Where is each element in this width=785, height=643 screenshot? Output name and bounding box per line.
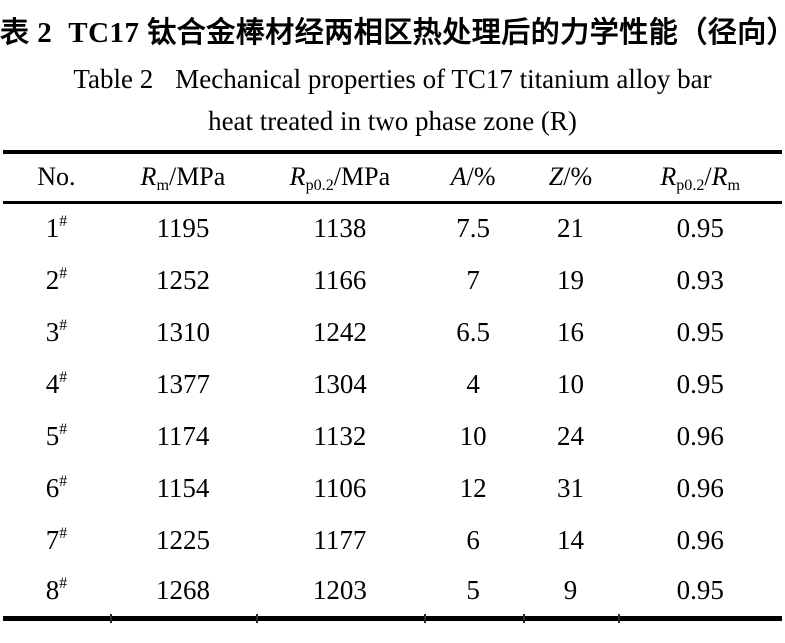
cell-rp02: 1166: [313, 264, 367, 295]
table-header-row: No. Rm/MPa Rp0.2/MPa A/% Z/% Rp0.2/Rm: [3, 152, 782, 204]
cell-z: 9: [563, 575, 578, 606]
cell-ratio: 0.95: [676, 316, 724, 347]
cell-rp02: 1242: [312, 316, 367, 347]
cell-a: 7: [466, 264, 480, 295]
cell-z: 21: [556, 213, 584, 244]
cell-no: 3#: [45, 316, 68, 347]
caption-chinese: 表 2 TC17 钛合金棒材经两相区热处理后的力学性能（径向）: [0, 0, 785, 51]
column-divider-tick: [109, 613, 112, 623]
table-row: 6# 1154 1106 12 31 0.96: [3, 462, 782, 514]
cell-rm: 1252: [155, 264, 210, 295]
cell-ratio: 0.96: [676, 524, 724, 555]
cell-ratio: 0.95: [676, 368, 724, 399]
cell-a: 6: [466, 524, 480, 555]
col-header-a: A/%: [423, 152, 523, 204]
cell-rm: 1268: [155, 575, 210, 606]
col-header-no: No.: [3, 152, 110, 204]
cell-ratio: 0.96: [676, 420, 724, 451]
hash-mark: #: [59, 420, 68, 438]
cell-ratio: 0.95: [676, 575, 724, 606]
cell-a: 10: [459, 420, 487, 451]
column-divider-tick: [522, 613, 525, 623]
data-table-wrapper: No. Rm/MPa Rp0.2/MPa A/% Z/% Rp0.2/Rm 1#…: [3, 150, 782, 623]
col-header-ratio: Rp0.2/Rm: [618, 152, 782, 204]
caption-english-line1: Table 2 Mechanical properties of TC17 tit…: [0, 64, 785, 95]
cell-rm: 1195: [156, 213, 210, 244]
cell-z: 31: [556, 472, 584, 503]
cell-z: 16: [556, 316, 584, 347]
cell-rp02: 1177: [313, 524, 367, 555]
caption-english-label: Table 2: [73, 64, 154, 94]
cell-no: 4#: [45, 368, 68, 399]
mechanical-properties-table: No. Rm/MPa Rp0.2/MPa A/% Z/% Rp0.2/Rm 1#…: [3, 150, 782, 621]
col-header-rm: Rm/MPa: [109, 152, 257, 204]
cell-rm: 1154: [156, 472, 210, 503]
table-row: 7# 1225 1177 6 14 0.96: [3, 514, 782, 566]
cell-z: 10: [556, 368, 584, 399]
cell-no: 7#: [45, 524, 68, 555]
hash-mark: #: [59, 264, 68, 282]
cell-rm: 1174: [156, 420, 210, 451]
column-divider-tick: [423, 613, 426, 623]
cell-a: 4: [466, 368, 480, 399]
hash-mark: #: [59, 472, 68, 490]
cell-z: 14: [556, 524, 584, 555]
caption-english-text: Mechanical properties of TC17 titanium a…: [175, 64, 712, 94]
table-row: 1# 1195 1138 7.5 21 0.95: [3, 202, 782, 254]
cell-z: 24: [556, 420, 584, 451]
cell-ratio: 0.93: [676, 264, 724, 295]
caption-chinese-text: TC17 钛合金棒材经两相区热处理后的力学性能（径向）: [68, 17, 785, 49]
cell-a: 12: [459, 472, 487, 503]
table-row: 5# 1174 1132 10 24 0.96: [3, 410, 782, 462]
cell-no: 1#: [45, 213, 68, 244]
hash-mark: #: [59, 316, 68, 334]
hash-mark: #: [59, 575, 68, 593]
cell-z: 19: [556, 264, 584, 295]
table-row: 4# 1377 1304 4 10 0.95: [3, 358, 782, 410]
cell-rm: 1310: [155, 316, 210, 347]
table-row: 3# 1310 1242 6.5 16 0.95: [3, 306, 782, 358]
cell-rp02: 1304: [312, 368, 367, 399]
cell-rp02: 1138: [313, 213, 367, 244]
column-divider-tick: [256, 613, 259, 623]
cell-a: 7.5: [456, 213, 490, 244]
cell-ratio: 0.95: [676, 213, 724, 244]
table-row: 8# 1268 1203 5 9 0.95: [3, 566, 782, 618]
cell-rm: 1377: [155, 368, 210, 399]
caption-english-line2: heat treated in two phase zone (R): [208, 106, 577, 136]
hash-mark: #: [59, 524, 68, 542]
cell-rp02: 1132: [313, 420, 367, 451]
cell-no: 8#: [45, 575, 68, 606]
cell-rp02: 1106: [313, 472, 367, 503]
column-divider-tick: [618, 613, 621, 623]
cell-no: 2#: [45, 264, 68, 295]
caption-chinese-label: 表 2: [0, 17, 53, 49]
hash-mark: #: [59, 213, 68, 231]
hash-mark: #: [59, 368, 68, 386]
cell-rp02: 1203: [312, 575, 367, 606]
cell-rm: 1225: [155, 524, 210, 555]
col-header-z: Z/%: [522, 152, 619, 204]
cell-a: 6.5: [456, 316, 490, 347]
cell-no: 6#: [45, 472, 68, 503]
cell-a: 5: [466, 575, 480, 606]
table-row: 2# 1252 1166 7 19 0.93: [3, 254, 782, 306]
cell-ratio: 0.96: [676, 472, 724, 503]
col-header-rp02: Rp0.2/MPa: [256, 152, 424, 204]
cell-no: 5#: [45, 420, 68, 451]
